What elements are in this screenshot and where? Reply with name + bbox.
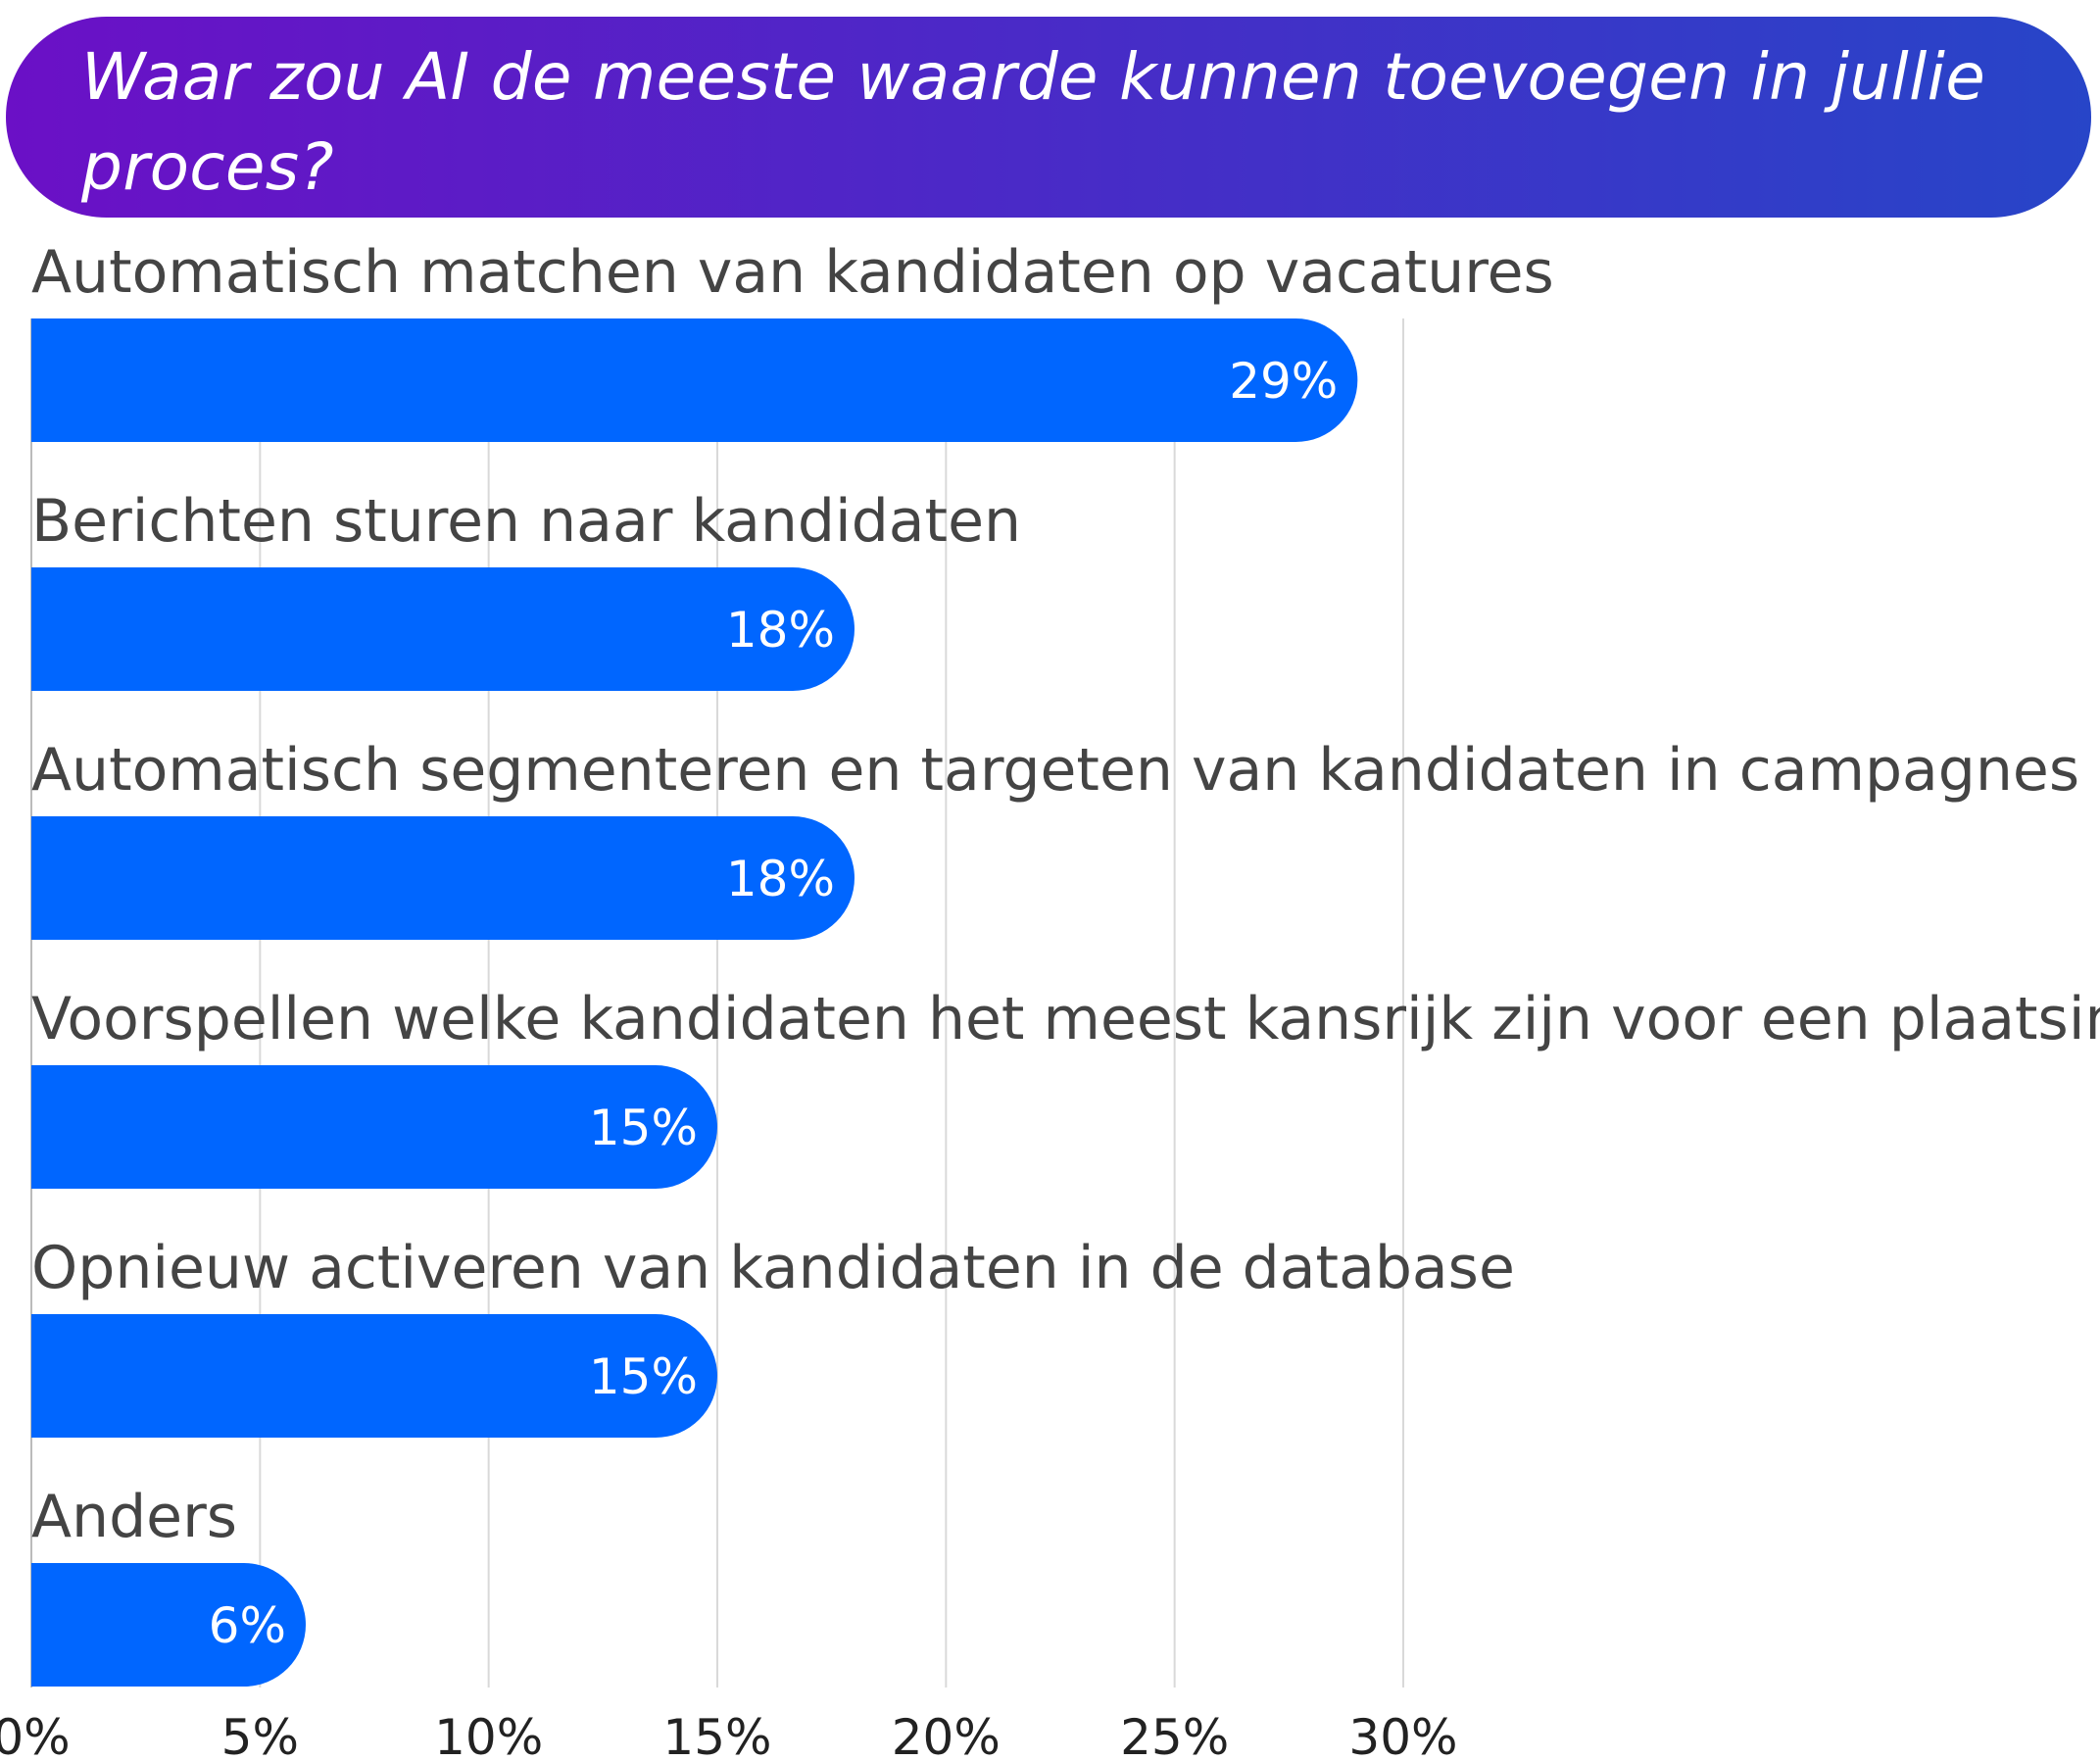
category-label: Anders xyxy=(31,1483,237,1551)
bar-value-label: 18% xyxy=(726,602,835,659)
bar xyxy=(31,1314,717,1438)
x-tick-label: 10% xyxy=(434,1709,543,1761)
gridlines xyxy=(30,318,1404,1688)
category-label: Automatisch matchen van kandidaten op va… xyxy=(31,238,1554,307)
category-label: Berichten sturen naar kandidaten xyxy=(31,487,1021,556)
x-tick-label: 30% xyxy=(1348,1709,1457,1761)
bar-value-label: 29% xyxy=(1229,353,1338,410)
category-label: Voorspellen welke kandidaten het meest k… xyxy=(31,985,2100,1053)
x-tick-label: 20% xyxy=(892,1709,1001,1761)
bar-value-label: 18% xyxy=(726,851,835,907)
category-labels: Automatisch matchen van kandidaten op va… xyxy=(31,238,2100,1551)
x-tick-label: 5% xyxy=(221,1709,299,1761)
title-banner: Waar zou AI de meeste waarde kunnen toev… xyxy=(6,17,2091,218)
bar xyxy=(31,567,855,691)
bars: 29% 18% 18% 15% 15% 6% xyxy=(31,318,1358,1687)
bar xyxy=(31,1065,717,1189)
category-label: Automatisch segmenteren en targeten van … xyxy=(31,736,2079,805)
page-title: Waar zou AI de meeste waarde kunnen toev… xyxy=(81,39,1986,205)
bar xyxy=(31,1563,306,1687)
x-tick-label: 0% xyxy=(0,1709,71,1761)
bar xyxy=(31,318,1358,442)
x-tick-label: 15% xyxy=(662,1709,771,1761)
bar-value-label: 15% xyxy=(589,1348,698,1405)
bar-value-label: 15% xyxy=(589,1100,698,1156)
bar-value-label: 6% xyxy=(209,1597,286,1654)
x-tick-label: 25% xyxy=(1120,1709,1229,1761)
x-axis-ticks: 0% 5% 10% 15% 20% 25% 30% xyxy=(0,1709,1458,1761)
bar xyxy=(31,816,855,940)
category-label: Opnieuw activeren van kandidaten in de d… xyxy=(31,1234,1515,1302)
